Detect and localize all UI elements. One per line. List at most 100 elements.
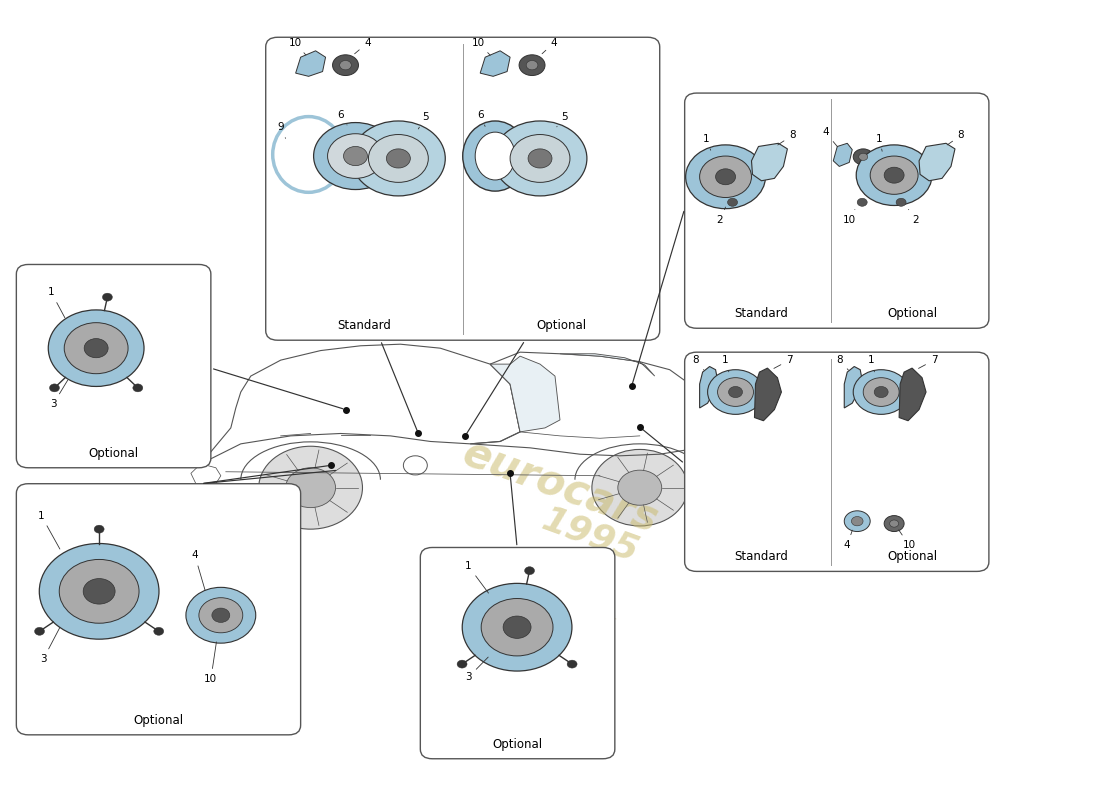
- Circle shape: [727, 198, 737, 206]
- Circle shape: [368, 134, 428, 182]
- Circle shape: [481, 598, 553, 656]
- Text: Optional: Optional: [888, 550, 938, 563]
- Ellipse shape: [463, 121, 528, 191]
- Circle shape: [286, 468, 336, 508]
- Circle shape: [199, 598, 243, 633]
- Circle shape: [707, 370, 763, 414]
- Circle shape: [154, 627, 164, 635]
- Circle shape: [186, 587, 255, 643]
- Text: 1: 1: [39, 510, 59, 549]
- Circle shape: [896, 198, 906, 206]
- Circle shape: [851, 517, 864, 526]
- Text: 3: 3: [465, 657, 488, 682]
- FancyBboxPatch shape: [684, 93, 989, 328]
- Circle shape: [493, 121, 587, 196]
- Text: 7: 7: [918, 355, 937, 368]
- Circle shape: [95, 525, 104, 533]
- Circle shape: [685, 145, 766, 209]
- Circle shape: [528, 149, 552, 168]
- Circle shape: [592, 450, 688, 526]
- Circle shape: [102, 293, 112, 301]
- Text: 3: 3: [50, 380, 68, 409]
- Polygon shape: [296, 51, 326, 76]
- Text: 6: 6: [477, 110, 485, 126]
- Circle shape: [854, 370, 909, 414]
- Text: Optional: Optional: [493, 738, 542, 750]
- FancyBboxPatch shape: [266, 38, 660, 340]
- Text: 6: 6: [338, 110, 346, 125]
- Text: 10: 10: [205, 642, 218, 684]
- Circle shape: [854, 149, 873, 165]
- Text: Optional: Optional: [536, 319, 586, 332]
- Text: 8: 8: [947, 130, 965, 145]
- Text: Optional: Optional: [888, 307, 938, 320]
- Circle shape: [85, 338, 108, 358]
- Circle shape: [859, 154, 868, 161]
- Polygon shape: [560, 354, 654, 376]
- Text: 8: 8: [692, 355, 704, 370]
- FancyBboxPatch shape: [16, 484, 300, 735]
- Text: 1: 1: [48, 287, 65, 318]
- Text: 4: 4: [542, 38, 558, 54]
- Text: 5: 5: [418, 112, 429, 129]
- Circle shape: [870, 156, 918, 194]
- Text: 4: 4: [354, 38, 371, 54]
- Text: Optional: Optional: [133, 714, 184, 727]
- Text: 1: 1: [868, 355, 875, 372]
- Circle shape: [503, 616, 531, 638]
- Circle shape: [352, 121, 446, 196]
- Circle shape: [874, 386, 888, 398]
- Text: 10: 10: [289, 38, 306, 55]
- Text: 10: 10: [472, 38, 491, 55]
- Text: Standard: Standard: [734, 550, 788, 563]
- FancyBboxPatch shape: [16, 265, 211, 468]
- Circle shape: [340, 61, 351, 70]
- Circle shape: [343, 146, 367, 166]
- FancyBboxPatch shape: [420, 547, 615, 758]
- Circle shape: [328, 134, 384, 178]
- Circle shape: [332, 55, 359, 75]
- Text: 1995: 1995: [537, 502, 642, 569]
- Circle shape: [845, 511, 870, 531]
- Text: 1: 1: [723, 355, 729, 372]
- Circle shape: [59, 559, 139, 623]
- Text: 2: 2: [716, 207, 726, 225]
- Text: 10: 10: [899, 530, 915, 550]
- Circle shape: [700, 156, 751, 198]
- Circle shape: [212, 608, 230, 622]
- Text: 5: 5: [557, 112, 569, 127]
- Circle shape: [717, 378, 754, 406]
- Circle shape: [857, 198, 867, 206]
- Circle shape: [314, 122, 397, 190]
- Text: 10: 10: [843, 210, 856, 225]
- Circle shape: [864, 378, 899, 406]
- Circle shape: [856, 145, 932, 206]
- Text: 8: 8: [836, 355, 848, 370]
- Polygon shape: [845, 366, 862, 408]
- Circle shape: [510, 134, 570, 182]
- Polygon shape: [755, 368, 781, 421]
- Text: 9: 9: [277, 122, 286, 138]
- Circle shape: [525, 566, 535, 574]
- Circle shape: [48, 310, 144, 386]
- Circle shape: [40, 543, 159, 639]
- Text: 1: 1: [465, 561, 488, 593]
- Circle shape: [728, 386, 743, 398]
- Circle shape: [84, 578, 116, 604]
- Text: 1: 1: [876, 134, 882, 151]
- Text: eurocars: eurocars: [456, 433, 663, 542]
- Circle shape: [258, 446, 363, 529]
- Circle shape: [386, 149, 410, 168]
- Circle shape: [568, 660, 578, 668]
- Circle shape: [458, 660, 468, 668]
- Text: a passion for since 1995: a passion for since 1995: [453, 560, 617, 631]
- Ellipse shape: [475, 132, 515, 180]
- Polygon shape: [491, 356, 560, 432]
- Circle shape: [462, 583, 572, 671]
- Circle shape: [884, 167, 904, 183]
- Polygon shape: [834, 143, 852, 166]
- Text: 8: 8: [778, 130, 795, 145]
- Text: 1: 1: [703, 134, 711, 150]
- FancyBboxPatch shape: [684, 352, 989, 571]
- Text: 4: 4: [844, 530, 852, 550]
